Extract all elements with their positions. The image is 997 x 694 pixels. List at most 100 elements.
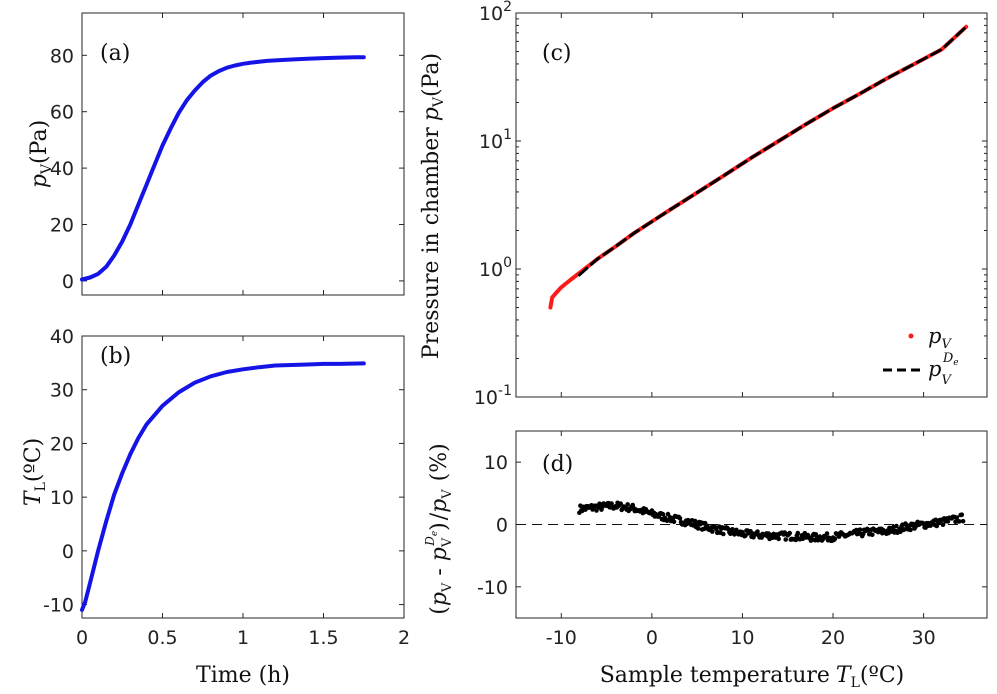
panel-b-xlabel: Time (h) [196,663,290,688]
panel-d-point [824,531,830,536]
panel-d-ylabel-csub: V [440,489,455,500]
panel-d-point [677,516,683,521]
panel-b-xtick-label: 1.5 [308,627,338,649]
panel-d-point [908,527,913,533]
panel-c-ylabel: Pressure in chamber pV(Pa) [419,53,447,359]
panel-c-marks [548,24,969,310]
panel-b-ytick-label: 10 [50,487,74,509]
legend-pvde-label: pVDe [928,351,959,388]
panel-b-series-0 [80,361,366,612]
panel-b-ylabel-var: T [21,489,46,506]
panel-b-ylabel: TL(ºC) [21,438,49,506]
panel-d-point [776,536,781,542]
panel-d-ylabel-b: p [427,547,452,561]
panel-d-ylabel-close: ) [427,522,452,531]
panel-a-marks [80,55,366,282]
panel-d-xtick-label: 0 [646,627,658,649]
panel-d-ylabel-asub: V [440,582,455,593]
panel-b-xtick-label: 1 [237,627,249,649]
ytick-base: 10 [479,3,503,25]
panel-d-ylabel-c: p [427,499,452,513]
panel-a-ylabel-var: p [27,174,52,188]
panel-a-ytick-label: 0 [62,271,74,293]
panel-d-point [692,518,698,524]
panel-d-xlabel-text: Sample temperature [600,663,830,688]
panel-d-point [710,529,715,534]
legend-pvde-supsub: e [953,358,958,368]
panel-d-point [755,529,760,534]
panel-d-point [954,515,960,520]
panel-a-ticks: 0 20 40 60 80 [50,13,405,295]
panel-a-ylabel-sub: V [39,163,55,175]
panel-d-xtick-label: -10 [546,627,577,649]
panel-b-xtick-label: 0.5 [147,627,177,649]
panel-d-label: (d) [542,452,573,477]
panel-a-ytick-label: 40 [50,158,74,180]
panel-d-xtick-label: 10 [730,627,754,649]
panel-c-ylabel-sub: V [431,96,447,108]
panel-d-point [721,531,726,537]
panel-a-ylabel-unit: (Pa) [27,120,52,164]
panel-d-point [660,511,666,517]
legend-pvde-sub: V [941,373,952,388]
panel-a: (a) 0 20 40 60 80 pV(Pa) [27,12,405,296]
panel-d-ylabel: (pV - pVDe)/pV(%) [423,443,455,615]
panel-d-point [783,537,788,542]
panel-d-point [730,527,735,532]
panel-a-ytick-label: 20 [50,215,74,237]
panel-a-series-0 [80,55,366,282]
ytick-exp: 0 [503,255,512,271]
panel-c-frame [515,12,988,398]
panel-b-marks [80,361,366,612]
ytick-exp: 2 [503,0,512,15]
panel-b-ytick-label: -10 [43,595,74,617]
panel-c-ytick-label: 101 [479,127,512,153]
panel-c-ylabel-var: p [419,107,444,121]
legend-pv-var: p [928,324,941,348]
panel-d-xtick-label: 30 [912,627,936,649]
panel-c-ylabel-unit: (Pa) [419,53,444,97]
panel-a-ytick-label: 80 [50,45,74,67]
panel-b-label: (b) [100,344,131,369]
panel-b-xtick-label: 0 [76,627,88,649]
panel-b-ytick-label: 0 [62,541,74,563]
ytick-base: 10 [474,387,498,409]
panel-d-point [957,519,962,524]
panel-d-point [870,532,875,538]
legend-pvde-var: p [928,357,941,381]
panel-d-point [618,501,623,507]
panel-d-point [960,518,966,524]
panel-d-ytick-label: -10 [477,577,508,599]
legend-pvde-sup: D [942,351,954,366]
panel-d-marks [516,500,987,543]
panel-c-ytick-label: 100 [479,255,512,281]
ytick-base: 10 [479,259,503,281]
ytick-exp: -1 [498,383,512,399]
panel-c-series-1 [577,25,968,277]
panel-d-point [594,508,599,513]
panel-c-ylabel-text: Pressure in chamber [419,127,444,359]
panel-d-ylabel-a: p [427,592,452,606]
panel-a-ytick-label: 60 [50,102,74,124]
ytick-exp: 1 [503,127,512,143]
ytick-base: 10 [479,131,503,153]
panel-d-point [795,530,801,536]
panel-d-point [832,536,838,541]
panel-d-point [945,519,951,524]
panel-d-point [959,512,965,517]
panel-d-xlabel-sub: L [851,675,860,691]
panel-d-point [625,502,630,507]
panel-d-xlabel-unit: (ºC) [860,663,904,688]
panel-c-ytick-label: 10-1 [474,383,512,409]
panel-d-ytick-label: 0 [496,515,508,537]
panel-d-xlabel-var: T [836,663,853,688]
panel-d-ylabel-unit: (%) [427,443,452,481]
panel-d-point [894,523,899,529]
panel-d-point [609,501,614,506]
panel-a-ylabel: pV(Pa) [27,120,55,188]
